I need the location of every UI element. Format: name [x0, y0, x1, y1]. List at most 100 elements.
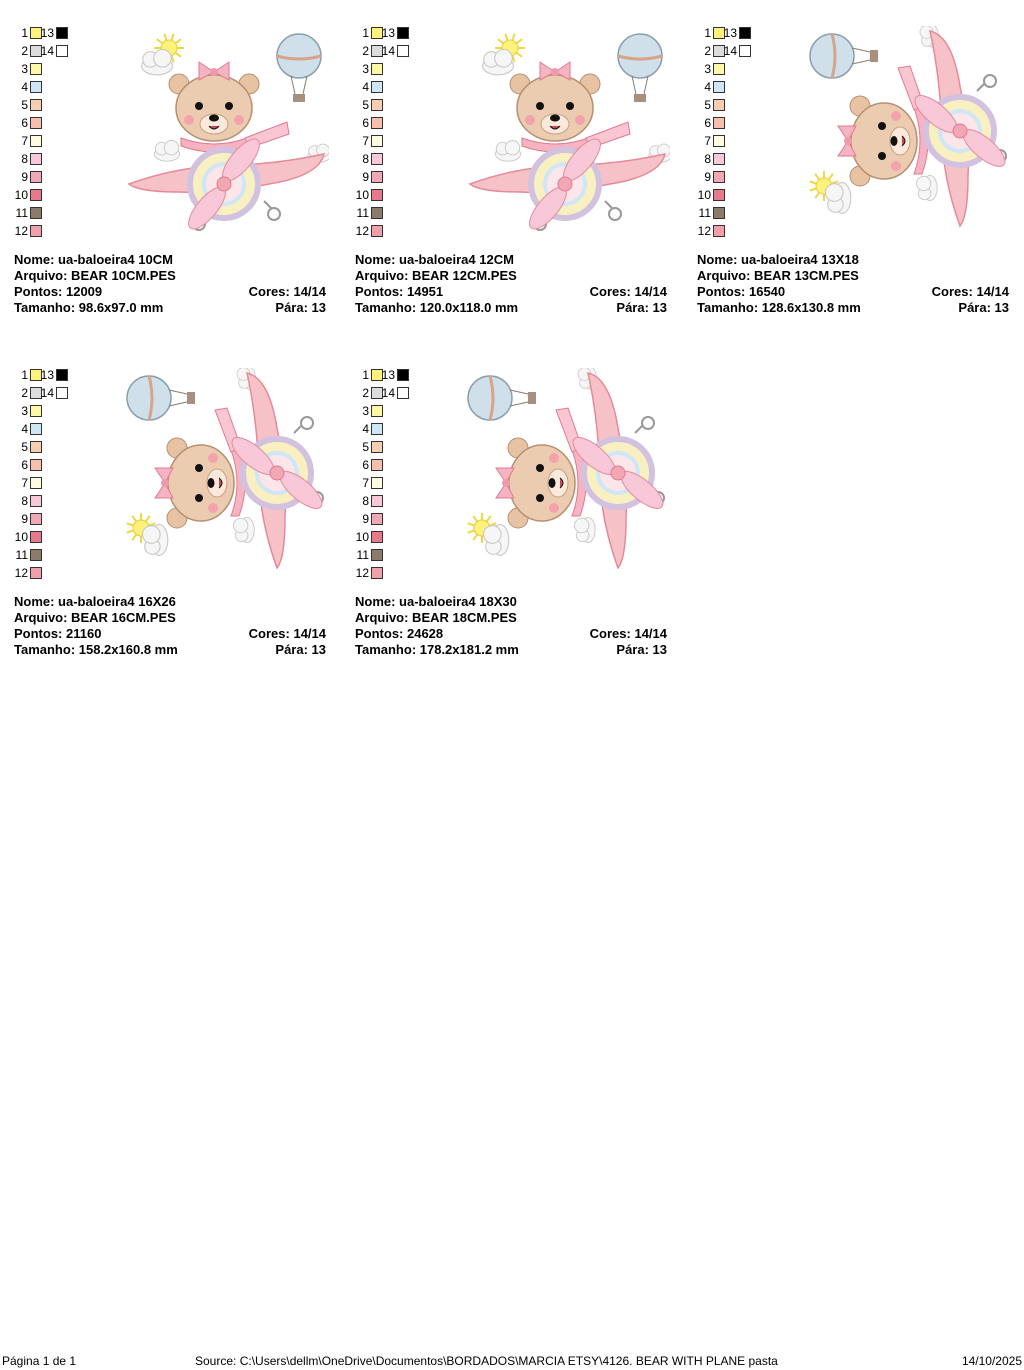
embroidery-design [809, 26, 1007, 228]
color-swatch [371, 135, 383, 147]
footer-page: Página 1 de 1 [2, 1354, 77, 1368]
design-file: Arquivo: BEAR 12CM.PES [355, 268, 517, 283]
color-number: 3 [21, 404, 28, 418]
design-file: Arquivo: BEAR 16CM.PES [14, 610, 176, 625]
color-swatch [30, 495, 42, 507]
color-number: 11 [356, 548, 369, 562]
design-preview-image [126, 368, 324, 570]
color-swatch [30, 369, 42, 381]
color-number: 11 [356, 206, 369, 220]
cloud [824, 182, 852, 214]
color-swatch [397, 387, 409, 399]
color-number: 12 [355, 224, 369, 238]
design-file: Arquivo: BEAR 10CM.PES [14, 268, 176, 283]
color-swatch [713, 117, 725, 129]
propeller [187, 138, 261, 230]
design-size: Tamanho: 98.6x97.0 mm [14, 300, 164, 315]
color-swatch [397, 27, 409, 39]
design-preview-image [809, 26, 1007, 228]
color-number: 2 [21, 44, 28, 58]
sun [467, 513, 497, 543]
color-swatch [30, 531, 42, 543]
embroidery-design [468, 33, 670, 231]
color-number: 9 [21, 512, 28, 526]
stitch-count: Pontos: 14951 [355, 284, 444, 299]
color-number: 12 [14, 566, 28, 580]
color-swatch [30, 189, 42, 201]
color-number: 6 [704, 116, 711, 130]
design-info: Nome: ua-baloeira4 18X30 Arquivo: BEAR 18… [355, 594, 667, 658]
color-number: 7 [362, 134, 369, 148]
color-swatch [739, 27, 751, 39]
stop-count: Pára: 13 [616, 300, 667, 315]
hot-air-balloon [467, 375, 536, 421]
stop-count: Pára: 13 [958, 300, 1009, 315]
color-swatch [371, 369, 383, 381]
design-size: Tamanho: 120.0x118.0 mm [355, 300, 519, 315]
color-swatch [371, 63, 383, 75]
color-number: 5 [704, 98, 711, 112]
design-preview-image [467, 368, 665, 570]
color-number: 13 [40, 26, 54, 40]
color-number: 6 [362, 458, 369, 472]
color-number: 5 [362, 440, 369, 454]
color-number: 4 [362, 422, 369, 436]
color-swatch [713, 171, 725, 183]
color-swatch [30, 441, 42, 453]
color-swatch [371, 513, 383, 525]
color-number: 5 [21, 440, 28, 454]
design-preview-image [468, 33, 670, 231]
design-card: 1 2 3 4 5 6 7 8 9 10 11 12 13 14 Nome: ua-baloeira4 16… [14, 368, 334, 668]
color-number: 8 [21, 494, 28, 508]
color-number: 10 [14, 188, 28, 202]
cloud [574, 516, 596, 544]
color-number: 3 [21, 62, 28, 76]
color-swatch [30, 225, 42, 237]
color-number: 9 [21, 170, 28, 184]
color-swatch [371, 99, 383, 111]
design-card: 1 2 3 4 5 6 7 8 9 10 11 12 13 14 Nome: ua-baloeira4 13… [697, 26, 1017, 326]
hot-air-balloon [617, 33, 663, 102]
design-info: Nome: ua-baloeira4 13X18 Arquivo: BEAR 13… [697, 252, 1009, 316]
hot-air-balloon [809, 33, 878, 79]
color-number: 1 [704, 26, 711, 40]
color-swatch [30, 549, 42, 561]
color-swatch [371, 423, 383, 435]
design-card: 1 2 3 4 5 6 7 8 9 10 11 12 13 14 Nome: ua-baloeira4 18… [355, 368, 675, 668]
color-number: 6 [362, 116, 369, 130]
color-number: 14 [40, 44, 54, 58]
color-swatch [371, 207, 383, 219]
color-swatch [371, 81, 383, 93]
cloud [482, 524, 510, 556]
color-swatch [30, 27, 42, 39]
bear [509, 61, 631, 153]
color-number: 3 [362, 404, 369, 418]
color-swatch [713, 225, 725, 237]
color-number: 12 [697, 224, 711, 238]
color-swatch [713, 207, 725, 219]
design-file: Arquivo: BEAR 18CM.PES [355, 610, 517, 625]
color-number: 7 [21, 134, 28, 148]
color-swatch [371, 27, 383, 39]
color-swatch [371, 405, 383, 417]
propeller [231, 436, 323, 510]
color-number: 10 [355, 530, 369, 544]
color-count: Cores: 14/14 [248, 626, 326, 641]
color-number: 1 [21, 26, 28, 40]
propeller [528, 138, 602, 230]
color-swatch [30, 153, 42, 165]
cloud [916, 174, 938, 202]
color-number: 1 [362, 368, 369, 382]
color-number: 4 [21, 80, 28, 94]
color-swatch [371, 567, 383, 579]
color-number: 4 [704, 80, 711, 94]
color-swatch [30, 171, 42, 183]
color-swatch [371, 387, 383, 399]
color-number: 2 [362, 386, 369, 400]
color-number: 10 [14, 530, 28, 544]
color-swatch [30, 81, 42, 93]
color-count: Cores: 14/14 [589, 626, 667, 641]
color-number: 9 [362, 512, 369, 526]
color-swatch [56, 369, 68, 381]
embroidery-design [126, 368, 324, 570]
